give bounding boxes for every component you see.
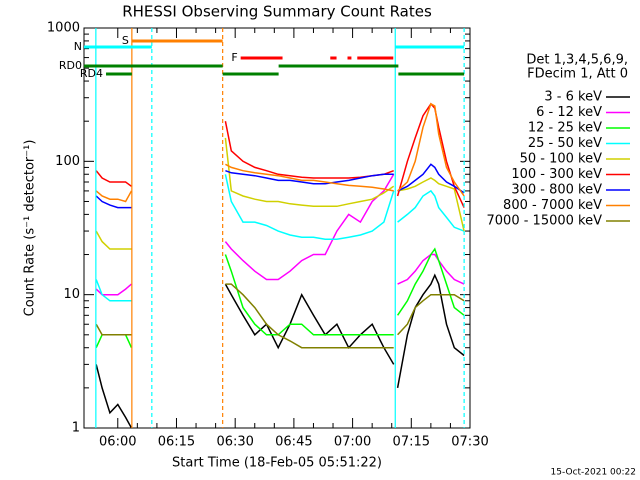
series-line	[95, 273, 465, 429]
series-line	[95, 174, 465, 302]
chart-title: RHESSI Observing Summary Count Rates	[122, 3, 432, 21]
y-tick-label: 10	[63, 287, 80, 302]
footer-date: 15-Oct-2021 00:22	[551, 468, 636, 478]
y-tick-label: 1	[72, 421, 80, 436]
x-tick-label: 07:15	[393, 435, 430, 450]
legend-label: 12 - 25 keV	[528, 121, 602, 136]
legend-label: 800 - 7000 keV	[503, 198, 602, 213]
legend-label: 300 - 800 keV	[511, 183, 602, 198]
x-axis-label: Start Time (18-Feb-05 05:51:22)	[172, 456, 382, 471]
y-tick-label: 1000	[47, 21, 80, 36]
series-line	[95, 283, 465, 349]
legend-header: Det 1,3,4,5,6,9,	[526, 53, 628, 68]
flag-label: S	[122, 34, 129, 47]
x-tick-label: 07:30	[451, 435, 488, 450]
legend-label: 7000 - 15000 keV	[487, 214, 603, 229]
series-line	[95, 137, 465, 250]
legend-label: 25 - 50 keV	[528, 136, 602, 151]
x-tick-label: 06:15	[158, 435, 195, 450]
x-tick-label: 06:00	[99, 435, 136, 450]
flag-label: F	[231, 51, 237, 64]
legend-label: 3 - 6 keV	[544, 90, 602, 105]
flag-label: N	[74, 40, 82, 53]
legend-label: 6 - 12 keV	[536, 105, 602, 120]
y-tick-label: 100	[55, 154, 80, 169]
flag-label: RD0	[59, 59, 82, 72]
legend-label: 100 - 300 keV	[511, 167, 602, 182]
x-tick-label: 06:30	[216, 435, 253, 450]
series-line	[95, 163, 465, 209]
flag-label: RD4	[80, 67, 103, 80]
x-tick-label: 06:45	[275, 435, 312, 450]
series-line	[95, 102, 465, 203]
plot-frame	[83, 27, 471, 429]
legend-header: FDecim 1, Att 0	[527, 67, 628, 82]
y-axis-label: Count Rate (s⁻¹ detector⁻¹)	[23, 140, 38, 317]
x-tick-label: 07:00	[334, 435, 371, 450]
legend-label: 50 - 100 keV	[520, 152, 603, 167]
